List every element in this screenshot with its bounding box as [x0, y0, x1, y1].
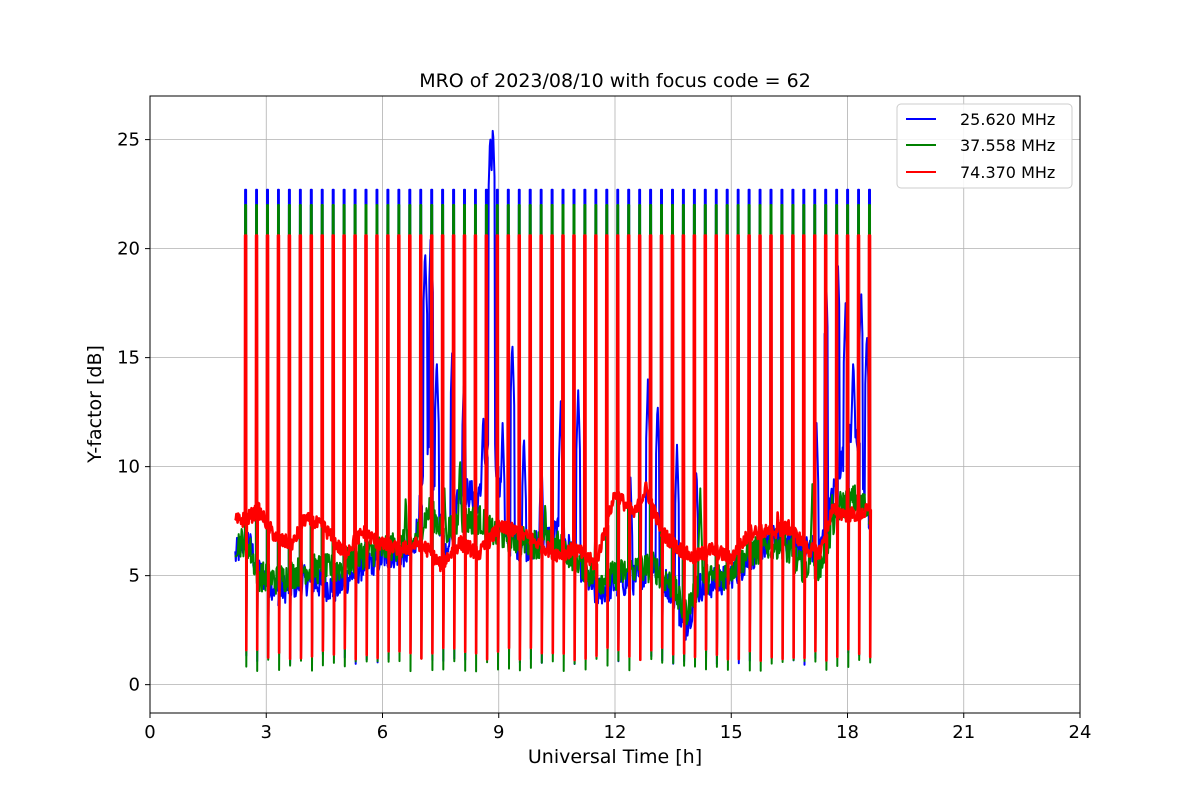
- series-line: [234, 234, 873, 662]
- y-tick-label: 10: [117, 457, 140, 478]
- legend: 25.620 MHz 37.558 MHz 74.370 MHz: [896, 103, 1073, 189]
- x-tick-label: 6: [377, 722, 388, 743]
- y-tick-label: 5: [129, 566, 140, 587]
- x-tick-label: 24: [1069, 722, 1092, 743]
- series-layer: [234, 129, 873, 673]
- x-tick-label: 21: [952, 722, 975, 743]
- x-tick-label: 0: [144, 722, 155, 743]
- y-axis-title: Y-factor [dB]: [84, 345, 106, 464]
- x-tick-label: 9: [493, 722, 504, 743]
- tick-layer: 0 3 6 9 12 15 18 21 24 0 5 10 15 20 25: [117, 130, 1091, 743]
- legend-label-74-370: 74.370 MHz: [960, 163, 1055, 182]
- series-74-370-MHz: [234, 234, 873, 662]
- x-tick-label: 15: [720, 722, 743, 743]
- x-tick-label: 3: [261, 722, 272, 743]
- chart-title: MRO of 2023/08/10 with focus code = 62: [419, 70, 811, 92]
- legend-label-25-620: 25.620 MHz: [960, 110, 1055, 129]
- legend-label-37-558: 37.558 MHz: [960, 136, 1055, 155]
- legend-box: [896, 103, 1073, 189]
- x-tick-label: 12: [604, 722, 627, 743]
- y-tick-label: 20: [117, 239, 140, 260]
- y-tick-label: 25: [117, 130, 140, 151]
- x-tick-label: 18: [836, 722, 859, 743]
- y-tick-label: 15: [117, 348, 140, 369]
- y-tick-label: 0: [129, 675, 140, 696]
- x-axis-title: Universal Time [h]: [528, 746, 702, 768]
